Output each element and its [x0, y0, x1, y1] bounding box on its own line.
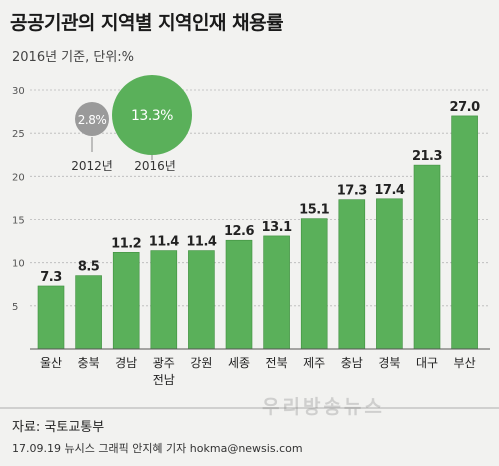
x-tick-label: 제주 [303, 356, 325, 370]
chart-subtitle: 2016년 기준, 단위:% [12, 50, 135, 65]
credit-line: 17.09.19 뉴시스 그래픽 안지혜 기자 hokma@newsis.com [12, 442, 303, 455]
bar-value-label: 11.4 [149, 235, 180, 250]
bar-value-label: 15.1 [299, 203, 330, 218]
x-tick-label: 광주 [153, 356, 175, 370]
x-tick-label: 부산 [454, 356, 476, 370]
x-tick-label: 경북 [378, 356, 400, 370]
bar [300, 218, 328, 350]
bubble-category-label: 2016년 [134, 159, 176, 173]
bar-value-label: 8.5 [78, 260, 100, 275]
bar-value-label: 11.2 [111, 236, 141, 251]
y-tick-label: 20 [12, 172, 25, 183]
bar-value-label: 21.3 [412, 149, 443, 164]
bar [37, 285, 65, 350]
y-tick-label: 10 [12, 259, 25, 270]
y-tick-label: 30 [12, 86, 25, 97]
bubble-value-label: 13.3% [131, 108, 173, 124]
bar-value-label: 17.3 [337, 184, 368, 199]
x-tick-label: 대구 [416, 356, 438, 370]
bar [338, 199, 366, 350]
bar [188, 250, 215, 350]
bar-value-label: 27.0 [450, 100, 481, 115]
x-tick-label: 전남 [153, 373, 175, 387]
bubble-value-label: 2.8% [78, 113, 107, 127]
bar-value-label: 13.1 [262, 220, 293, 235]
bar [150, 250, 178, 350]
bubble-category-label: 2012년 [71, 159, 113, 173]
bar [376, 198, 403, 350]
x-tick-label: 울산 [40, 356, 62, 370]
x-tick-label: 충북 [78, 356, 100, 370]
y-tick-label: 15 [12, 216, 25, 227]
y-tick-label: 25 [12, 129, 25, 140]
bar-value-label: 7.3 [40, 270, 62, 285]
bar-value-label: 12.6 [224, 224, 255, 239]
bar [413, 164, 441, 350]
bar [263, 235, 290, 350]
chart-title: 공공기관의 지역별 지역인재 채용률 [10, 12, 284, 34]
bar [112, 252, 140, 350]
comparison-bubble [75, 102, 109, 136]
y-tick-label: 5 [12, 302, 18, 313]
bar-value-label: 17.4 [374, 183, 405, 198]
bar [225, 239, 253, 350]
watermark: 우리방송뉴스 [262, 396, 385, 418]
x-tick-label: 충남 [341, 356, 363, 370]
x-tick-label: 세종 [228, 356, 250, 370]
x-tick-label: 전북 [266, 356, 288, 370]
source-note: 자료: 국토교통부 [12, 420, 105, 435]
x-tick-label: 경남 [115, 356, 137, 370]
comparison-bubble [112, 75, 192, 155]
bar-value-label: 11.4 [186, 235, 217, 250]
x-tick-label: 강원 [190, 356, 212, 370]
bar [451, 115, 478, 350]
bar [75, 275, 102, 350]
